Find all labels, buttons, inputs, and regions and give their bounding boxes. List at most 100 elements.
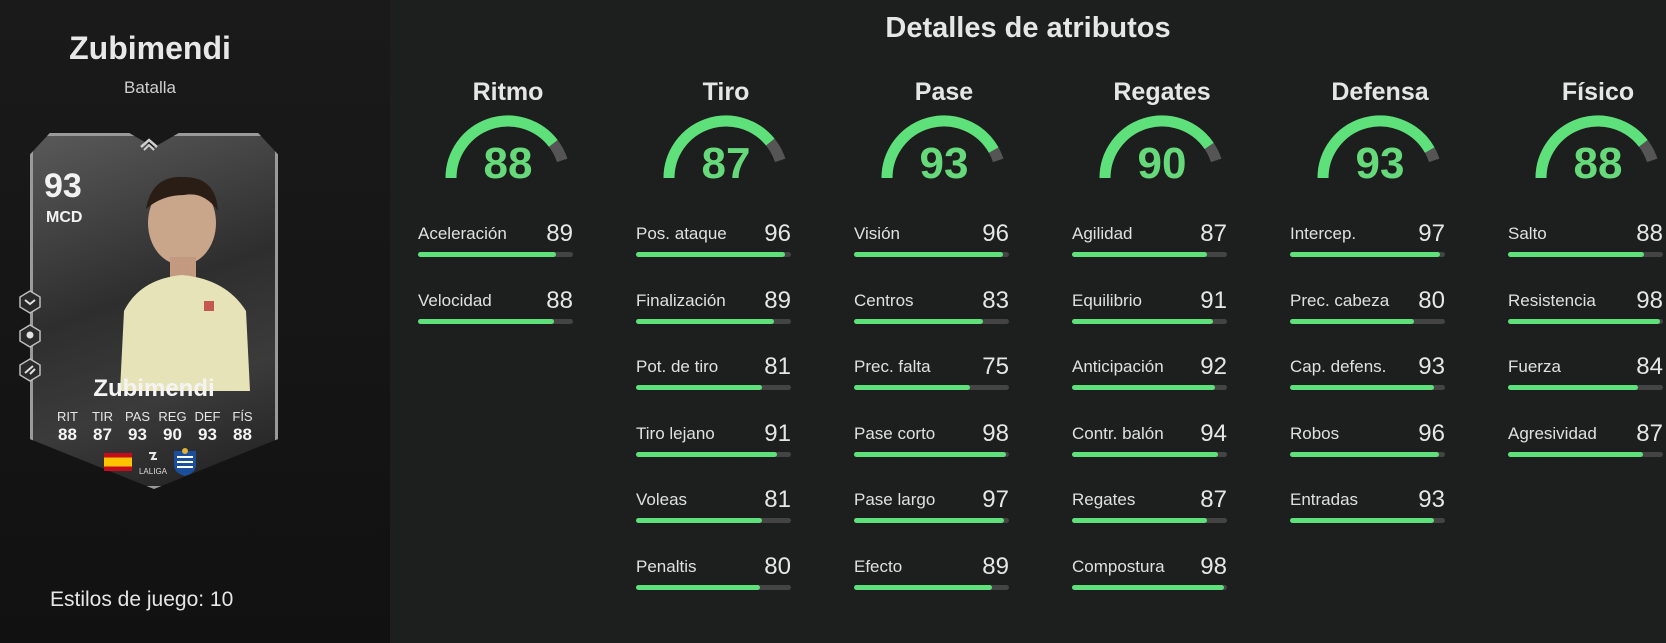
stat-row: Velocidad 88 [418, 287, 573, 331]
stat-bar-track [636, 584, 791, 590]
category-value: 88 [483, 139, 533, 188]
gauge-fill [881, 115, 999, 179]
stat-label: Contr. balón [1072, 423, 1164, 443]
stat-value: 96 [764, 220, 791, 247]
stat-row: Entradas 93 [1290, 486, 1445, 530]
stat-value: 89 [546, 220, 573, 247]
stat-value: 88 [1636, 220, 1663, 247]
stat-bar-fill [854, 584, 992, 590]
playstyles-count: Estilos de juego: 10 [50, 588, 234, 611]
stat-label: Prec. falta [854, 357, 931, 376]
stat-value: 80 [764, 552, 791, 580]
stat-row: Efecto 89 [854, 553, 1009, 597]
player-card[interactable]: 93 MCD Zubimendi RIT TIR PAS REG DEF FÍS… [30, 133, 278, 489]
stat-value: 98 [1636, 286, 1663, 314]
stat-bar-track [418, 318, 573, 324]
stat-bar-fill [1290, 385, 1435, 390]
category-gauge: 88 [418, 109, 598, 229]
player-panel: Zubimendi Batalla 93 MCD Zubimendi RIT T… [0, 0, 390, 643]
stat-row: Anticipación 92 [1072, 353, 1227, 397]
gauge-arc [1535, 115, 1658, 179]
league-logo-icon: LALIGA [138, 451, 168, 476]
stat-row: Pase largo 97 [854, 486, 1009, 530]
stat-value: 80 [1418, 286, 1445, 314]
stat-bar-track [854, 518, 1009, 523]
card-stat-label: PAS [124, 409, 151, 424]
stat-label: Penaltis [636, 556, 697, 576]
stat-bar-fill [636, 584, 760, 590]
stat-bar-track [854, 318, 1009, 324]
stat-row: Prec. falta 75 [854, 353, 1009, 397]
category-gauge: 87 [636, 109, 816, 229]
card-stat-labels: RIT TIR PAS REG DEF FÍS [50, 409, 260, 424]
gauge-arc [1099, 115, 1222, 179]
stat-bar-fill [1290, 318, 1414, 324]
gauge-arc [1317, 115, 1440, 179]
stat-bar-track [854, 584, 1009, 590]
stat-label: Tiro lejano [636, 423, 715, 443]
stat-bar-fill [636, 252, 785, 257]
chevron-up-icon [140, 138, 158, 151]
stat-bar-track [1072, 451, 1227, 457]
stat-label: Agilidad [1072, 224, 1133, 243]
stat-bar-fill [1508, 385, 1639, 390]
stat-row: Voleas 81 [636, 486, 791, 530]
stat-bar-track [1290, 385, 1445, 390]
stat-label: Centros [854, 290, 914, 310]
player-play-style: Batalla [124, 78, 176, 97]
gauge-arc [445, 115, 568, 179]
stat-bar-track [1072, 318, 1227, 324]
spain-flag-icon [104, 453, 132, 471]
card-stat-label: TIR [92, 409, 113, 424]
stat-value: 97 [982, 486, 1009, 513]
stat-label: Finalización [636, 290, 726, 310]
stat-row: Prec. cabeza 80 [1290, 287, 1445, 331]
stat-value: 98 [1200, 552, 1227, 580]
stat-label: Agresividad [1508, 423, 1597, 443]
player-name: Zubimendi [69, 30, 231, 66]
stat-value: 94 [1200, 419, 1227, 447]
stat-label: Velocidad [418, 290, 492, 310]
category-3: Regates 90 [1072, 78, 1272, 229]
card-stat-label: FÍS [232, 409, 253, 424]
stat-bar-track [636, 518, 791, 523]
stat-bar-track [1072, 385, 1227, 390]
stat-value: 93 [1418, 353, 1445, 380]
stat-label: Pos. ataque [636, 224, 727, 243]
stat-bar-fill [1290, 451, 1439, 457]
gauge-fill [1099, 115, 1214, 179]
card-stat-values: 88 87 93 90 93 88 [50, 425, 260, 445]
category-title: Tiro [702, 78, 750, 106]
stat-bar-fill [854, 318, 983, 324]
category-value: 90 [1137, 139, 1187, 188]
stat-value: 87 [1636, 419, 1663, 447]
stat-row: Regates 87 [1072, 486, 1227, 530]
stat-label: Salto [1508, 224, 1547, 243]
stat-bar-fill [636, 318, 774, 324]
category-5: Físico 88 [1508, 78, 1666, 229]
category-value: 88 [1573, 139, 1623, 188]
stat-bar-fill [636, 385, 762, 390]
gauge-fill [1317, 115, 1435, 179]
stat-bar-track [1508, 252, 1663, 257]
stat-bar-track [1508, 451, 1663, 457]
stat-bar-track [636, 451, 791, 457]
stat-value: 96 [1418, 419, 1445, 447]
stat-row: Agresividad 87 [1508, 420, 1663, 464]
stat-row: Agilidad 87 [1072, 220, 1227, 264]
category-title: Físico [1561, 78, 1635, 106]
stat-label: Entradas [1290, 490, 1359, 509]
club-crest-icon [174, 448, 196, 476]
stat-bar-fill [636, 451, 778, 457]
stat-bar-fill [1290, 252, 1441, 257]
category-title: Defensa [1331, 78, 1429, 106]
category-title: Regates [1113, 78, 1211, 106]
stat-bar-track [1290, 518, 1445, 523]
stat-value: 84 [1636, 353, 1663, 380]
stat-bar-track [854, 385, 1009, 390]
stat-row: Fuerza 84 [1508, 353, 1663, 397]
stat-row: Salto 88 [1508, 220, 1663, 264]
stat-value: 89 [982, 552, 1009, 580]
card-position: MCD [46, 209, 83, 226]
stat-value: 92 [1200, 353, 1227, 380]
